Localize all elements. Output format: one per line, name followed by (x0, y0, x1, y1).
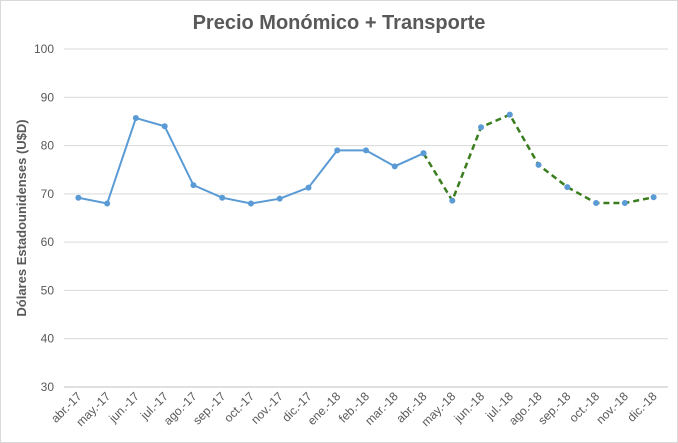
point (621, 200, 628, 207)
point (104, 200, 111, 207)
point (247, 200, 254, 207)
point (391, 163, 398, 170)
point (478, 124, 485, 131)
point (593, 200, 600, 207)
y-tick-label: 50 (41, 283, 55, 297)
point (161, 123, 168, 130)
point (535, 161, 542, 168)
point (650, 194, 657, 201)
point (219, 194, 226, 201)
point (190, 182, 197, 189)
point (75, 194, 82, 201)
point (564, 184, 571, 191)
point (334, 147, 341, 154)
y-tick-label: 90 (41, 90, 55, 104)
y-tick-label: 70 (41, 187, 55, 201)
point (449, 197, 456, 204)
y-tick-label: 30 (41, 380, 55, 394)
y-tick-label: 100 (34, 42, 54, 56)
point (506, 111, 513, 118)
y-tick-label: 40 (41, 332, 55, 346)
point (420, 150, 427, 157)
point (276, 195, 283, 202)
point (305, 184, 312, 191)
point (132, 115, 139, 122)
y-tick-label: 80 (41, 139, 55, 153)
point (363, 147, 369, 154)
y-axis-title: Dólares Estadounidenses (U$D) (14, 119, 29, 316)
y-tick-label: 60 (41, 235, 55, 249)
chart-title: Precio Monómico + Transporte (193, 12, 486, 34)
